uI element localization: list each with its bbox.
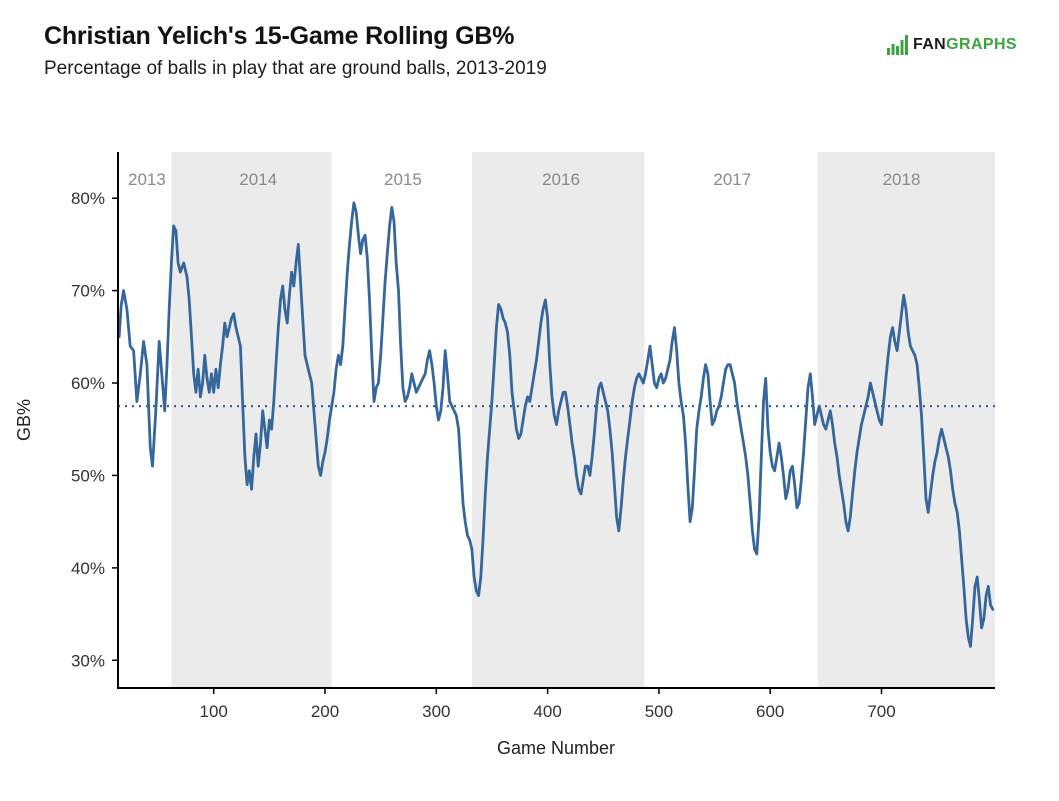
gb-percent-line <box>117 201 995 648</box>
y-tick-label: 60% <box>71 374 105 393</box>
fangraphs-logo: FANGRAPHS <box>886 34 1017 56</box>
season-label-2016: 2016 <box>542 170 580 189</box>
season-label-2014: 2014 <box>239 170 277 189</box>
x-tick-label: 200 <box>311 702 339 721</box>
x-tick-label: 600 <box>756 702 784 721</box>
page-subtitle: Percentage of balls in play that are gro… <box>44 58 547 79</box>
bar-chart-icon <box>886 35 908 55</box>
chart-header: Christian Yelich's 15-Game Rolling GB% P… <box>44 22 547 80</box>
x-tick-label: 100 <box>200 702 228 721</box>
season-label-2015: 2015 <box>384 170 422 189</box>
x-axis-label: Game Number <box>497 738 615 758</box>
x-tick-label: 400 <box>533 702 561 721</box>
x-tick-label: 300 <box>422 702 450 721</box>
season-label-2018: 2018 <box>883 170 921 189</box>
y-tick-label: 40% <box>71 559 105 578</box>
y-tick-label: 70% <box>71 282 105 301</box>
y-tick-label: 30% <box>71 651 105 670</box>
season-band-2014 <box>171 152 332 688</box>
x-tick-label: 500 <box>645 702 673 721</box>
x-tick-label: 700 <box>867 702 895 721</box>
y-tick-label: 50% <box>71 466 105 485</box>
season-band-2018 <box>818 152 995 688</box>
season-label-2013: 2013 <box>128 170 166 189</box>
season-label-2017: 2017 <box>713 170 751 189</box>
chart-area: 2013 2014 2015 2016 2017 2018 100 200 300 400 500 6… <box>0 110 1059 801</box>
y-tick-label: 80% <box>71 189 105 208</box>
logo-text-fan: FAN <box>912 36 947 53</box>
gb-rolling-line-chart: 2013 2014 2015 2016 2017 2018 100 200 300 400 500 6… <box>14 152 995 758</box>
y-axis-label: GB% <box>14 399 34 441</box>
logo-text-graphs: GRAPHS <box>946 36 1017 53</box>
page-title: Christian Yelich's 15-Game Rolling GB% <box>44 22 515 50</box>
